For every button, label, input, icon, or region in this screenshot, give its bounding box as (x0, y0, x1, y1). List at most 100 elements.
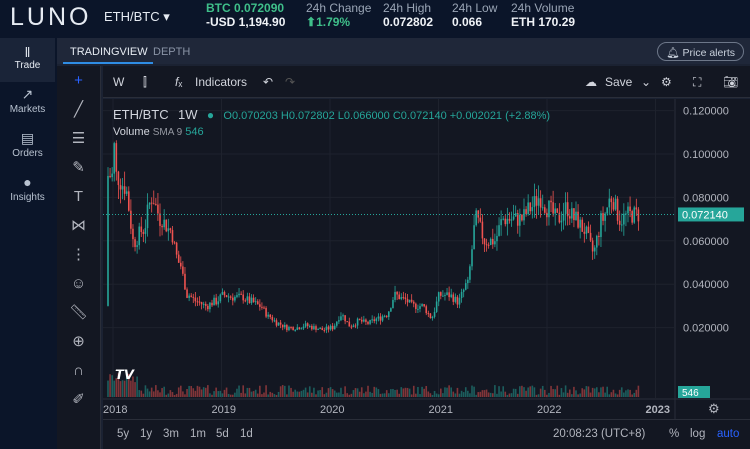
camera-icon[interactable]: 📷︎ (723, 75, 739, 89)
volume-bar (546, 394, 548, 397)
indicators-button[interactable]: Indicators (195, 75, 248, 89)
candle-body (583, 231, 586, 234)
fullscreen-icon[interactable]: ⛶ (693, 75, 702, 89)
volume-bar (325, 392, 328, 397)
range-1y[interactable]: 1y (140, 428, 153, 440)
candle-body (564, 202, 567, 214)
sidebar-item-markets[interactable]: ↗ Markets (0, 82, 55, 126)
candle-body (155, 203, 157, 205)
candle-body (329, 325, 332, 330)
gear-icon[interactable]: ⚙ (661, 75, 672, 89)
volume-bar (485, 389, 488, 397)
candle-body (159, 213, 161, 226)
lock-draw-icon[interactable]: ✐ (72, 391, 85, 408)
volume-bar (354, 388, 357, 397)
candle-body (125, 191, 128, 194)
candle-body (279, 322, 282, 325)
volume-bar (342, 394, 344, 397)
candle-body (516, 213, 519, 226)
text-icon[interactable]: T (73, 188, 84, 205)
price-alerts-button[interactable]: 🔔︎ Price alerts (657, 42, 744, 61)
volume-bar (637, 385, 640, 397)
emoji-icon[interactable]: ☺ (70, 275, 87, 292)
candle-body (367, 321, 369, 324)
volume-bar (140, 390, 143, 397)
range-3m[interactable]: 3m (163, 428, 179, 440)
prediction-icon[interactable]: ⋮ (71, 246, 86, 263)
candle-body (593, 247, 596, 252)
luno-logo[interactable]: LUNO (10, 3, 92, 31)
volume-bar (142, 393, 145, 397)
redo-icon[interactable]: ↷ (285, 75, 296, 89)
candle-body (537, 198, 540, 206)
brush-icon[interactable]: ✎ (72, 159, 85, 176)
candle-body (444, 294, 446, 296)
tab-depth[interactable]: DEPTH (153, 46, 191, 58)
fx-icon[interactable]: fₓ (175, 75, 183, 89)
volume-bar (194, 390, 197, 397)
candle-body (585, 226, 588, 234)
ruler-icon[interactable]: 📏︎ (68, 304, 89, 321)
price-usd: -USD 1,194.90 (206, 15, 286, 29)
volume-bar (462, 392, 465, 397)
range-1d[interactable]: 1d (240, 428, 253, 440)
range-5d[interactable]: 5d (216, 428, 229, 440)
cloud-icon: ☁ (585, 75, 597, 89)
candle-body (360, 319, 363, 322)
sidebar-item-orders[interactable]: ▤ Orders (0, 126, 55, 170)
candle-body (546, 212, 548, 218)
volume-bar (481, 390, 484, 397)
save-button[interactable]: Save (605, 75, 633, 89)
pattern-icon[interactable]: ⋈ (71, 217, 86, 234)
low-value: 0.066 (452, 15, 483, 29)
candle-body (288, 326, 290, 331)
volume-value: 546 (185, 126, 204, 138)
candle-body (489, 238, 492, 245)
fib-icon[interactable]: ☰ (71, 130, 86, 147)
low-label: 24h Low (452, 1, 498, 15)
auto-toggle[interactable]: auto (717, 428, 740, 440)
tab-tradingview[interactable]: TRADINGVIEW (70, 46, 148, 58)
candle-body (246, 296, 249, 301)
volume-bar (115, 378, 118, 397)
zoom-icon[interactable]: ⊕ (72, 333, 85, 350)
undo-icon[interactable]: ↶ (263, 75, 274, 89)
price-chart[interactable]: 0.120000 0.100000 0.080000 0.060000 0.040000… (103, 99, 750, 419)
interval-button[interactable]: W (113, 75, 125, 89)
chart-area[interactable]: 0.120000 0.100000 0.080000 0.060000 0.040000… (103, 99, 750, 449)
volume-bar (311, 392, 313, 397)
range-5y[interactable]: 5y (117, 428, 130, 440)
sidebar-item-insights[interactable]: ● Insights (0, 170, 55, 214)
percent-toggle[interactable]: % (669, 428, 680, 440)
volume-bar (169, 390, 172, 397)
trendline-icon[interactable]: ╱ (73, 101, 84, 118)
volume-bar (629, 389, 631, 397)
candle-body (440, 292, 442, 296)
volume-bar (317, 390, 319, 397)
price-tick: 0.080000 (683, 192, 729, 204)
magnet-icon[interactable]: ∩ (73, 362, 84, 379)
chart-type-icon[interactable]: ⫿ (143, 75, 147, 89)
volume-bar (134, 382, 136, 397)
sidebar-label: Trade (14, 60, 41, 71)
candle-body (167, 228, 170, 232)
volume-bar (390, 389, 392, 397)
candle-body (113, 143, 116, 174)
log-toggle[interactable]: log (690, 428, 706, 440)
volume-bar (242, 385, 244, 397)
volume-label-bg (678, 386, 710, 398)
volume-bar (548, 392, 550, 397)
candle-body (487, 244, 490, 246)
candle-body (525, 209, 527, 214)
sidebar-item-trade[interactable]: 𝍪 Trade (0, 38, 55, 82)
candle-body (271, 317, 274, 321)
volume-bar (177, 387, 180, 397)
crosshair-icon[interactable]: + (74, 72, 83, 89)
chevron-down-icon[interactable]: ⌄ (641, 75, 652, 89)
volume-bar (196, 385, 199, 397)
candle-body (423, 304, 425, 307)
candle-body (136, 245, 138, 247)
pair-selector[interactable]: ETH/BTC ▾ (104, 9, 170, 25)
volume-bar (427, 391, 430, 397)
range-1m[interactable]: 1m (190, 428, 206, 440)
